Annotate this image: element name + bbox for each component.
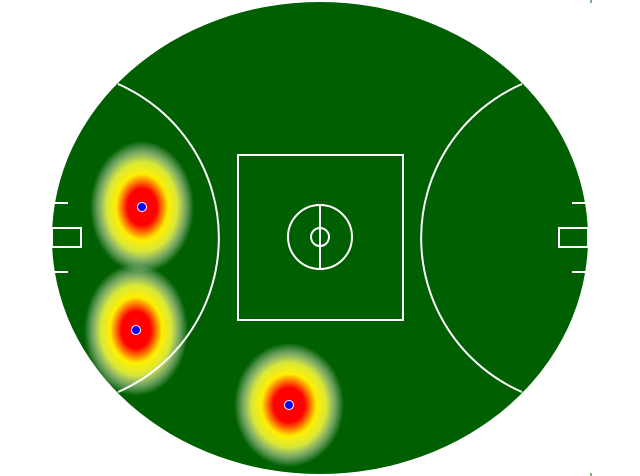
data-point bbox=[137, 202, 147, 212]
data-point bbox=[284, 400, 294, 410]
field-markings bbox=[51, 83, 589, 393]
left-50-arc bbox=[117, 83, 220, 393]
data-point bbox=[131, 325, 141, 335]
right-50-arc bbox=[420, 83, 523, 393]
left-goal-square bbox=[51, 227, 82, 248]
right-goal-square bbox=[558, 227, 589, 248]
points-layer bbox=[131, 202, 294, 410]
centre-square bbox=[237, 154, 404, 321]
